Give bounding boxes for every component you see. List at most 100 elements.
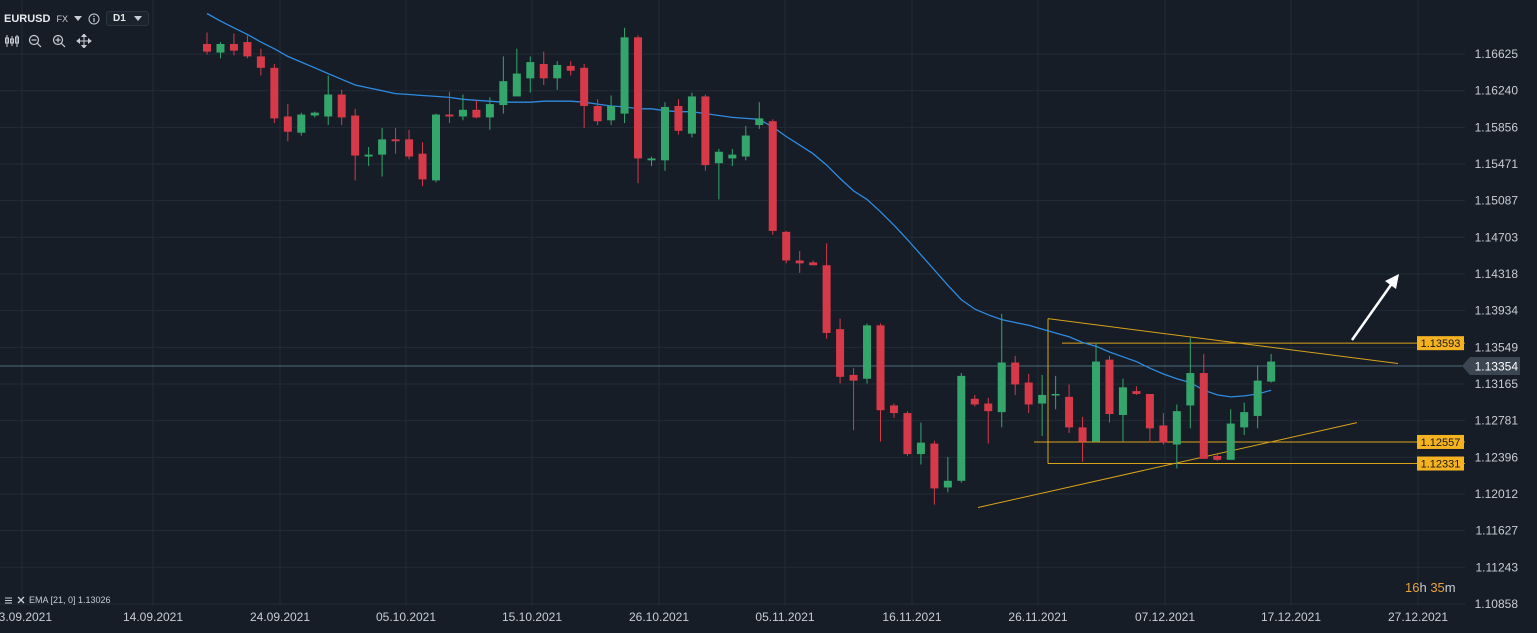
candle-body [1186, 373, 1195, 406]
bull-candle [687, 92, 696, 138]
price-tick-label: 1.11243 [1476, 560, 1519, 574]
candle-body [391, 139, 400, 142]
bull-candle [216, 42, 225, 59]
bull-candle [1240, 402, 1249, 436]
price-tick-label: 1.12396 [1475, 450, 1519, 464]
date-tick-label: 24.09.2021 [250, 610, 310, 624]
candle-body [809, 262, 818, 266]
candle-body [1118, 387, 1127, 415]
candle-body [499, 81, 508, 106]
bear-candle [270, 64, 279, 124]
close-icon[interactable] [17, 596, 25, 604]
candle-body [984, 403, 993, 412]
candle-body [634, 37, 643, 159]
date-tick-label: 14.09.2021 [123, 610, 183, 624]
bear-candle [836, 318, 845, 384]
date-tick-label: 26.10.2021 [629, 610, 689, 624]
candle-body [997, 362, 1006, 413]
bear-candle [903, 411, 912, 456]
price-tick-label: 1.16240 [1475, 84, 1519, 98]
candle-body [930, 443, 939, 489]
bear-candle [351, 108, 360, 181]
settings-icon[interactable] [4, 596, 13, 605]
candles-icon[interactable] [4, 34, 20, 48]
bear-candle [1159, 413, 1168, 445]
candle-body [1078, 427, 1087, 442]
zoom-out-icon[interactable] [28, 34, 44, 48]
candle-body [1213, 455, 1222, 460]
date-tick-label: 17.12.2021 [1261, 610, 1321, 624]
candle-body [1132, 391, 1141, 394]
bull-candle [1038, 374, 1047, 436]
indicator-legend: EMA [21, 0] 1.13026 [4, 595, 111, 605]
candle-body [647, 158, 656, 161]
bear-candle [391, 127, 400, 154]
timer-minutes-unit: m [1444, 580, 1456, 595]
crosshair-icon[interactable] [76, 34, 92, 48]
date-tick-label: 05.10.2021 [376, 610, 436, 624]
bear-candle [849, 368, 858, 431]
price-tick-label: 1.10858 [1475, 597, 1519, 611]
bull-candle [364, 146, 373, 167]
info-icon[interactable] [88, 13, 100, 25]
chevron-down-icon[interactable] [73, 16, 82, 21]
candle-body [405, 139, 414, 157]
candle-body [822, 265, 831, 333]
upper-trendline [1047, 318, 1399, 364]
bear-candle [243, 35, 252, 59]
bear-candle [1024, 373, 1033, 414]
candle-body [256, 56, 265, 68]
candle-body [539, 64, 548, 79]
zoom-in-icon[interactable] [52, 34, 68, 48]
annotations: 1.13593 1.12557 1.12331 1.13354 [1350, 274, 1520, 471]
candle-body [836, 329, 845, 377]
price-tick-label: 1.14703 [1475, 230, 1519, 244]
timeframe-value: D1 [112, 13, 126, 24]
date-tick-label: 15.10.2021 [502, 610, 562, 624]
time-axis[interactable]: 03.09.2021 14.09.2021 24.09.2021 05.10.2021… [0, 610, 1448, 624]
candle-body [378, 139, 387, 155]
bear-candle [1105, 355, 1114, 423]
bear-candle [970, 394, 979, 407]
bull-candle [916, 422, 925, 465]
bull-candle [607, 95, 616, 126]
candle-body [849, 374, 858, 381]
candle-body [795, 260, 804, 264]
bull-candle [647, 156, 656, 167]
bull-candle [728, 148, 737, 167]
symbol-label[interactable]: EURUSD [4, 12, 51, 25]
timeframe-select[interactable]: D1 [105, 11, 149, 26]
candle-body [903, 413, 912, 455]
candle-body [1092, 361, 1101, 442]
candle-timer: 16h 35m [1405, 580, 1456, 595]
price-axis[interactable]: 1.16625 1.16240 1.15856 1.15471 1.15087 1.147… [1475, 47, 1519, 611]
candle-body [243, 42, 252, 57]
bull-candle [458, 94, 467, 121]
bear-candle [889, 403, 898, 418]
bull-candle [957, 373, 966, 483]
candle-body [485, 104, 494, 118]
level-tag-label: 1.12331 [1421, 459, 1461, 471]
chart-grid [0, 0, 1465, 606]
price-tick-label: 1.13165 [1475, 377, 1519, 391]
candle-body [445, 114, 454, 117]
date-tick-label: 05.11.2021 [755, 610, 814, 624]
indicator-label: EMA [21, 0] 1.13026 [29, 595, 111, 605]
bull-candle [660, 102, 669, 171]
candle-body [512, 73, 521, 97]
date-tick-label: 26.11.2021 [1008, 610, 1067, 624]
candle-body [229, 43, 238, 51]
bull-candle [863, 323, 872, 384]
bull-candle [714, 148, 723, 200]
bull-candle [1118, 378, 1127, 442]
timer-hours: 16 [1405, 580, 1420, 595]
candle-body [970, 398, 979, 405]
candle-body [472, 109, 481, 118]
bull-candle [943, 456, 952, 493]
level-tag [1417, 456, 1464, 471]
candle-body [1105, 359, 1114, 415]
bear-candle [539, 51, 548, 85]
timer-minutes: 35 [1430, 580, 1445, 595]
candle-body [674, 105, 683, 131]
